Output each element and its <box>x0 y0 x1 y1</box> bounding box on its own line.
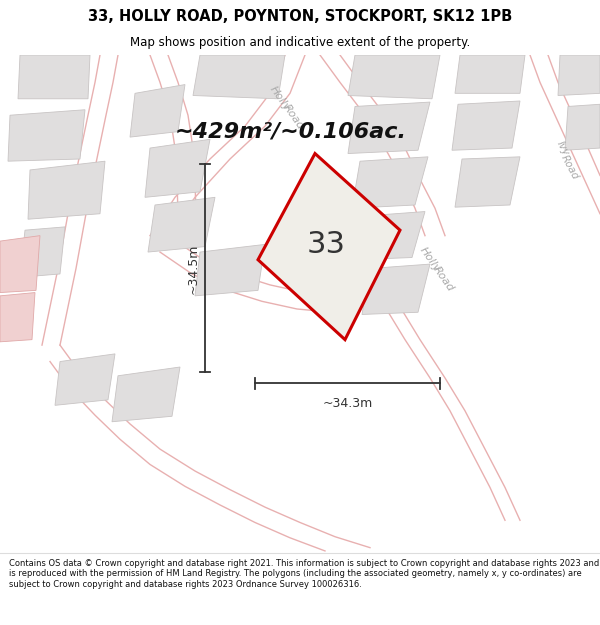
Text: 33, HOLLY ROAD, POYNTON, STOCKPORT, SK12 1PB: 33, HOLLY ROAD, POYNTON, STOCKPORT, SK12… <box>88 9 512 24</box>
Polygon shape <box>8 110 85 161</box>
Text: Road: Road <box>281 103 305 132</box>
Polygon shape <box>362 264 430 314</box>
Text: Map shows position and indicative extent of the property.: Map shows position and indicative extent… <box>130 36 470 49</box>
Polygon shape <box>0 236 40 292</box>
Text: ~34.3m: ~34.3m <box>322 397 373 409</box>
Polygon shape <box>130 84 185 137</box>
Text: ~429m²/~0.106ac.: ~429m²/~0.106ac. <box>175 122 407 142</box>
Polygon shape <box>193 55 285 99</box>
Polygon shape <box>355 211 425 260</box>
Text: Road: Road <box>559 154 581 182</box>
Polygon shape <box>0 292 35 342</box>
Text: Holly: Holly <box>418 246 442 274</box>
Text: 33: 33 <box>307 230 346 259</box>
Polygon shape <box>352 157 428 208</box>
Text: Holly: Holly <box>268 84 292 113</box>
Text: Contains OS data © Crown copyright and database right 2021. This information is : Contains OS data © Crown copyright and d… <box>9 559 599 589</box>
Polygon shape <box>455 157 520 207</box>
Polygon shape <box>195 244 265 296</box>
Polygon shape <box>565 104 600 150</box>
Polygon shape <box>348 55 440 99</box>
Polygon shape <box>148 198 215 252</box>
Polygon shape <box>258 154 400 339</box>
Polygon shape <box>18 55 90 99</box>
Polygon shape <box>455 55 525 93</box>
Polygon shape <box>452 101 520 150</box>
Polygon shape <box>348 102 430 154</box>
Polygon shape <box>20 227 65 278</box>
Text: Road: Road <box>431 265 455 294</box>
Polygon shape <box>112 367 180 422</box>
Polygon shape <box>558 55 600 96</box>
Polygon shape <box>55 354 115 406</box>
Text: ~34.5m: ~34.5m <box>187 243 199 294</box>
Text: Ivy: Ivy <box>555 139 571 157</box>
Polygon shape <box>145 139 210 198</box>
Polygon shape <box>28 161 105 219</box>
